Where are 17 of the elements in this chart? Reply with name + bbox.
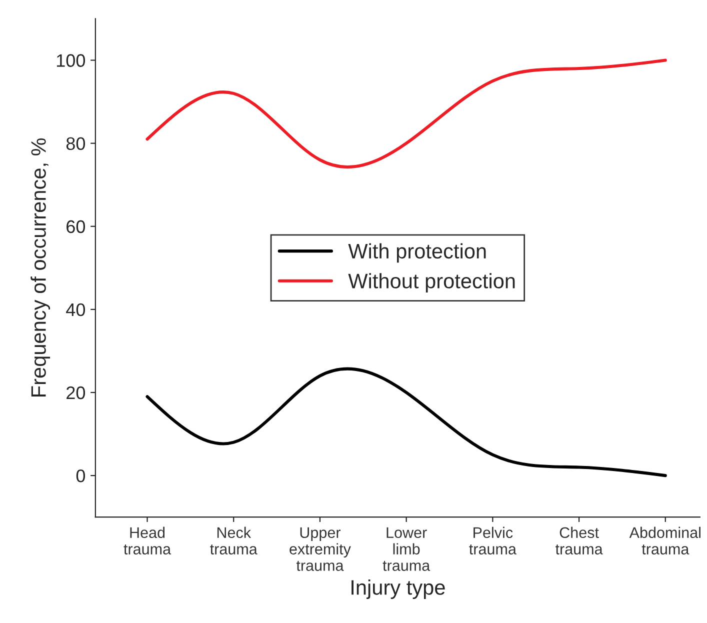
legend-label: With protection [348, 243, 486, 263]
y-tick-label: 20 [66, 386, 86, 400]
x-tick-label: Neck trauma [210, 526, 258, 554]
legend-label: Without protection [348, 273, 515, 293]
y-tick-label: 100 [56, 54, 86, 67]
x-tick-label: Head trauma [124, 526, 172, 554]
y-axis-title: Frequency of occurrence, % [30, 138, 50, 396]
x-tick-label: Abdominal trauma [629, 526, 700, 554]
y-tick-label: 80 [66, 137, 86, 150]
x-axis-title: Injury type [352, 580, 445, 599]
x-tick-label: Pelvic trauma [469, 526, 516, 554]
y-tick-label: 60 [66, 220, 86, 234]
y-tick-label: 0 [76, 469, 86, 482]
y-tick-label: 40 [66, 303, 86, 316]
x-tick-label: Chest trauma [555, 526, 603, 554]
x-tick-label: Upper extremity trauma [290, 527, 351, 571]
x-tick-label: Lower limb trauma [382, 527, 430, 571]
